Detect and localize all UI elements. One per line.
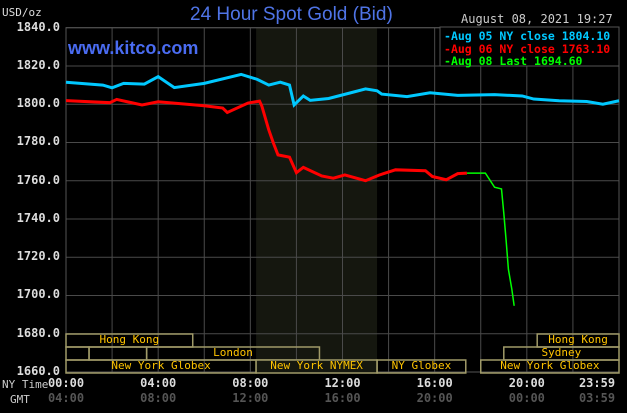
x-tick-gmt: 00:00: [508, 391, 545, 405]
legend-box: [439, 26, 620, 67]
legend-marker: -: [444, 54, 451, 68]
legend-marker: -: [444, 41, 451, 56]
ny-time-label: NY Time: [2, 378, 49, 391]
y-tick-label: 1820.0: [16, 57, 60, 72]
session-label: New York NYMEX: [270, 359, 363, 372]
x-tick-ny: 00:00: [47, 376, 85, 390]
x-tick-ny: 04:00: [140, 376, 177, 390]
series-line-0: [65, 72, 620, 108]
legend-text: Aug 06 NY close 1763.10: [450, 41, 611, 56]
x-tick-ny: 16:00: [416, 376, 453, 390]
y-tick-label: 1660.0: [16, 364, 60, 378]
legend-entry: -Aug 08 Last 1694.60: [444, 54, 583, 68]
site-link[interactable]: www.kitco.com: [68, 38, 199, 58]
session-label: London: [213, 346, 253, 359]
session-label: Sydney: [541, 346, 582, 359]
y-tick-label: 1740.0: [16, 210, 60, 225]
legend-text: Aug 08 Last 1694.60: [450, 54, 583, 68]
x-tick-gmt: 04:00: [47, 391, 85, 405]
session-label: NY Globex: [391, 359, 452, 372]
legend-entry: -Aug 06 NY close 1763.10: [444, 42, 610, 56]
x-tick-gmt: 08:00: [140, 391, 177, 405]
x-tick-ny: 23:59: [578, 376, 616, 390]
session-label: New York Globex: [111, 359, 211, 372]
legend-marker: -: [444, 29, 451, 43]
session-label: New York Globex: [500, 359, 600, 372]
x-tick-gmt: 20:00: [416, 391, 453, 405]
y-tick-label: 1680.0: [16, 325, 60, 340]
x-tick-ny: 20:00: [508, 376, 545, 390]
x-tick-ny: 08:00: [232, 376, 269, 390]
legend-entry: -Aug 05 NY close 1804.10: [444, 29, 610, 43]
x-tick-gmt: 12:00: [232, 391, 269, 405]
x-tick-gmt: 03:59: [578, 391, 616, 405]
chart-title: 24 Hour Spot Gold (Bid): [190, 4, 393, 25]
y-tick-label: 1840.0: [16, 19, 60, 34]
session-box: [480, 359, 620, 374]
session-label: Hong Kong: [548, 333, 608, 346]
x-tick-gmt: 16:00: [324, 391, 361, 405]
y-tick-label: 1720.0: [16, 249, 60, 264]
series-line-1: [65, 97, 468, 183]
y-tick-label: 1780.0: [16, 134, 60, 149]
gmt-label: GMT: [10, 393, 30, 406]
session-box: [376, 359, 467, 374]
y-tick-label: 1700.0: [16, 287, 60, 302]
y-tick-label: 1800.0: [16, 96, 60, 111]
timestamp: August 08, 2021 19:27: [461, 12, 613, 26]
legend-text: Aug 05 NY close 1804.10: [450, 29, 611, 43]
series-line-2: [466, 172, 515, 306]
nymex-shade: [256, 27, 378, 372]
x-tick-ny: 12:00: [324, 376, 361, 390]
unit-label: USD/oz: [2, 6, 42, 19]
session-label: Hong Kong: [99, 333, 160, 346]
y-tick-label: 1760.0: [16, 172, 60, 187]
